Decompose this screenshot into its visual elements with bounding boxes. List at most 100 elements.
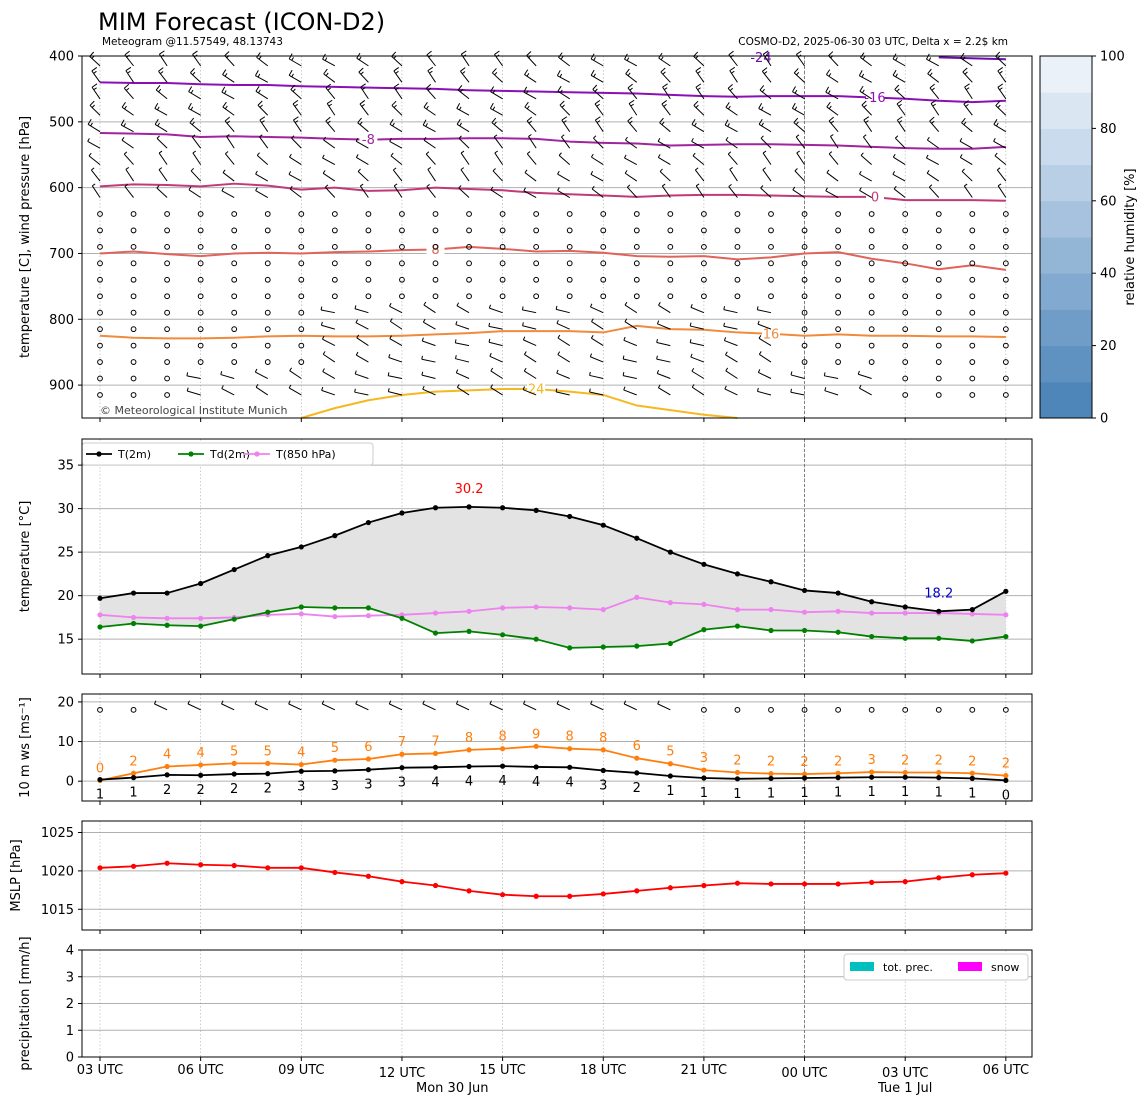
- wind-barb-calm: [298, 260, 305, 267]
- wind-barb: [393, 86, 403, 100]
- wind-barb: [757, 323, 772, 330]
- wind-barb: [590, 74, 604, 83]
- mean-wind-point: [130, 775, 137, 781]
- surface-wind-barb: [556, 703, 570, 711]
- wind-barb-flag: [489, 102, 494, 109]
- colorbar-band: [1040, 128, 1092, 166]
- wind-barb: [591, 337, 604, 347]
- wind-barb-flag: [256, 52, 261, 58]
- series-td2m-point: [298, 604, 304, 610]
- wind-barb-calm: [264, 276, 271, 283]
- wind-barb-flag: [320, 306, 323, 311]
- series-t850-point: [500, 605, 506, 611]
- wind-barb-flag: [830, 120, 835, 124]
- wind-barb-calm: [365, 276, 372, 283]
- wind-barb-flag: [522, 336, 526, 341]
- y-tick-label: 10: [57, 735, 74, 750]
- wind-barb-flag: [224, 116, 231, 122]
- wind-barb-calm: [801, 359, 808, 365]
- gust-value: 4: [297, 746, 305, 761]
- wind-barb: [222, 74, 235, 83]
- wind-barb-flag: [929, 72, 933, 76]
- wind-barb-flag: [255, 383, 259, 388]
- gust-value: 6: [364, 740, 372, 755]
- wind-barb-flag: [255, 85, 260, 92]
- series-t2m-point: [298, 544, 304, 550]
- gust-point: [1003, 773, 1009, 779]
- mslp-point: [164, 860, 170, 866]
- mslp-point: [734, 880, 741, 886]
- wind-barb-flag: [589, 353, 593, 357]
- time-tick-label: 03 UTC: [882, 1066, 928, 1081]
- wind-barb-calm: [197, 342, 204, 349]
- wind-barb: [589, 374, 604, 379]
- legend-marker: [96, 451, 102, 457]
- wind-barb: [490, 370, 503, 379]
- wind-barb: [421, 358, 436, 363]
- wind-barb-flag: [324, 184, 329, 188]
- wind-barb: [356, 354, 369, 363]
- wind-barb: [456, 108, 470, 116]
- wind-barb-flag: [725, 102, 730, 108]
- wind-barb: [993, 124, 1007, 133]
- wind-barb-calm: [331, 243, 338, 250]
- wind-barb-flag: [294, 103, 298, 107]
- wind-barb: [423, 321, 436, 330]
- gust-value: 2: [1002, 757, 1010, 772]
- wind-barb-calm: [466, 293, 472, 300]
- wind-barb-calm: [801, 227, 808, 234]
- wind-barb-flag: [823, 372, 826, 376]
- wind-barb-calm: [701, 293, 707, 300]
- wind-barb-calm: [667, 293, 674, 300]
- wind-barb: [594, 103, 604, 116]
- wind-barb: [926, 58, 939, 67]
- wind-barb: [360, 86, 369, 100]
- wind-barb-flag: [494, 150, 499, 154]
- surface-wind-barb: [523, 703, 537, 711]
- wind-barb-flag: [796, 50, 802, 55]
- series-t2m-point: [130, 590, 137, 596]
- gust-point: [701, 767, 707, 773]
- wind-barb-flag: [391, 100, 397, 106]
- wind-barb: [963, 103, 973, 116]
- wind-barb-flag: [727, 123, 730, 127]
- wind-barb: [661, 103, 671, 116]
- gust-value: 6: [633, 739, 641, 754]
- wind-barb: [255, 75, 268, 83]
- wind-barb-flag: [390, 152, 394, 157]
- wind-barb-flag: [492, 168, 496, 172]
- series-t2m-point: [164, 590, 170, 596]
- wind-barb-flag: [557, 187, 560, 191]
- series-t2m-point: [1003, 588, 1009, 594]
- wind-barb-flag: [422, 119, 427, 126]
- gust-value: 2: [968, 754, 976, 769]
- wind-barb: [187, 390, 201, 396]
- wind-barb-calm: [399, 243, 405, 250]
- wind-barb-flag: [828, 51, 834, 57]
- wind-barb-calm: [130, 342, 137, 349]
- wind-barb-flag: [757, 369, 761, 373]
- legend-label: T(2m): [117, 448, 151, 461]
- isotherm-label-bg: [359, 132, 378, 147]
- wind-barb-flag: [192, 50, 198, 55]
- wind-barb: [524, 74, 537, 83]
- wind-barb: [321, 309, 335, 314]
- wind-barb: [526, 55, 537, 67]
- wind-barb: [354, 391, 369, 396]
- wind-barb-flag: [862, 56, 866, 60]
- wind-barb: [393, 70, 403, 83]
- wind-barb: [388, 357, 403, 363]
- wind-barb-flag: [257, 100, 263, 106]
- surface-wind-calm: [734, 706, 741, 713]
- series-t2m-point: [365, 519, 371, 526]
- wind-barb-calm: [499, 243, 506, 250]
- precip-legend-box: [843, 953, 1029, 981]
- wind-barb: [522, 309, 537, 314]
- wind-barb-flag: [927, 68, 932, 75]
- colorbar-tick-label: 20: [1100, 339, 1117, 354]
- wind-barb-calm: [1002, 211, 1009, 217]
- wind-barb: [457, 386, 470, 396]
- wind-barb-flag: [325, 72, 329, 76]
- series-td2m-point: [600, 644, 606, 650]
- wind-barb-flag: [358, 56, 362, 61]
